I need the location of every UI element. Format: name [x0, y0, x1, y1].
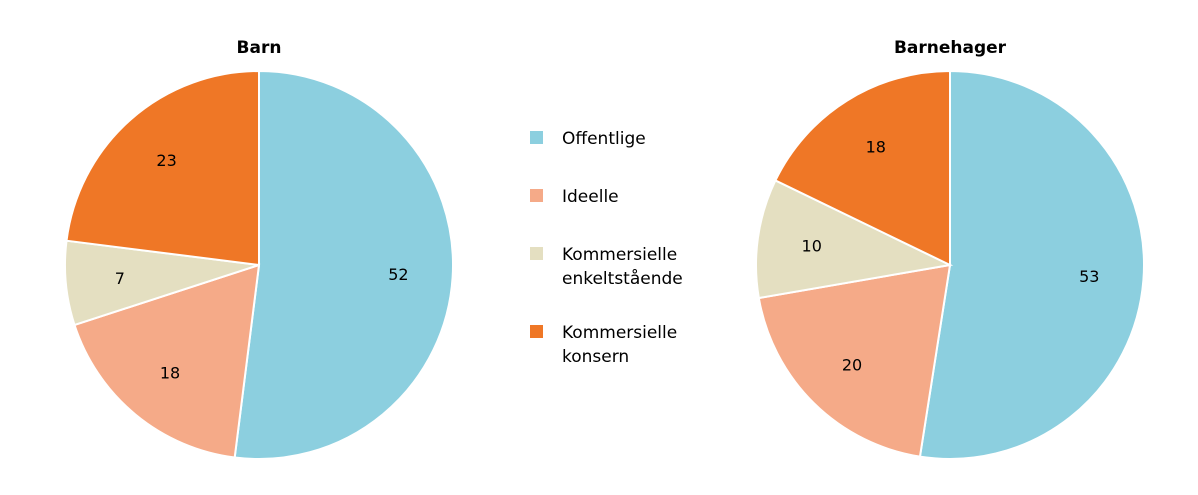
legend-swatch	[530, 189, 543, 202]
legend-swatch	[530, 131, 543, 144]
pie-chart-barn: 52 18 7 23 Barn	[64, 38, 454, 460]
pie-title-barn: Barn	[237, 38, 282, 58]
pie-chart-barnehager: 53 20 10 18 Barnehager	[754, 38, 1145, 460]
pie-slice-offentlige	[918, 69, 1145, 460]
legend-item: Offentlige	[530, 129, 646, 149]
pie-value-label: 23	[156, 151, 176, 170]
legend-label: enkeltstående	[562, 268, 683, 289]
pie-slice-kommersielle-enkeltst-ende	[754, 179, 954, 300]
pie-slice-ideelle	[73, 263, 261, 459]
pie-value-label: 53	[1079, 267, 1099, 286]
pie-title-barnehager: Barnehager	[894, 38, 1007, 58]
pie-value-label: 20	[842, 356, 862, 375]
pie-slice-kommersielle-konsern	[65, 69, 260, 267]
legend-label: Ideelle	[562, 187, 619, 207]
legend-swatch	[530, 325, 543, 338]
pie-value-label: 52	[388, 265, 408, 284]
pie-value-label: 10	[802, 237, 822, 256]
legend-swatch	[530, 247, 543, 260]
legend-label: Offentlige	[562, 129, 646, 149]
legend-item: Kommersielle enkeltstående	[530, 245, 683, 289]
legend: Offentlige Ideelle Kommersielle enkeltståen…	[530, 129, 683, 367]
pie-value-label: 7	[115, 269, 125, 288]
pie-slice-ideelle	[757, 263, 952, 458]
legend-label: Kommersielle	[562, 323, 677, 343]
pie-slice-offentlige	[233, 69, 454, 460]
legend-label: konsern	[562, 347, 629, 367]
legend-label: Kommersielle	[562, 245, 677, 265]
legend-item: Ideelle	[530, 187, 619, 207]
pie-value-label: 18	[160, 364, 180, 383]
pie-value-label: 18	[866, 138, 886, 157]
legend-item: Kommersielle konsern	[530, 323, 677, 367]
pie-slice-kommersielle-konsern	[774, 69, 951, 267]
